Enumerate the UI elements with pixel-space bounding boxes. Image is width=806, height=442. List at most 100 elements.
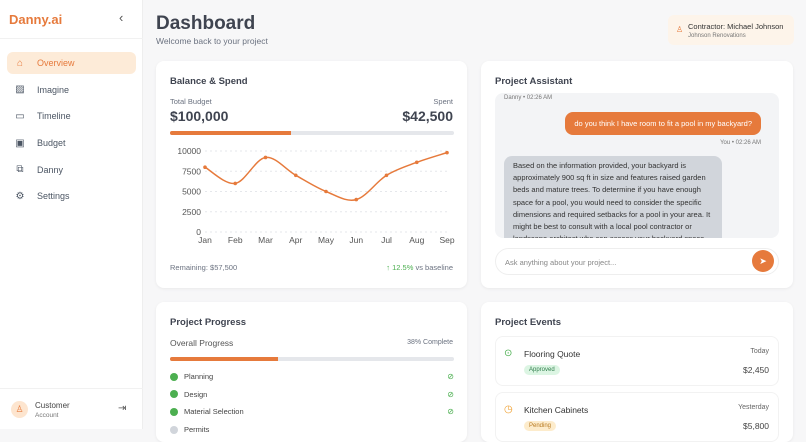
y-tick-label: 0 — [196, 227, 201, 237]
check-circle-icon: ⊘ — [447, 389, 454, 399]
divider — [0, 38, 143, 39]
check-circle-icon: ⊘ — [447, 407, 454, 417]
sidebar-item-danny[interactable]: ⧉ Danny — [7, 159, 136, 181]
sidebar-item-label: Budget — [37, 138, 66, 149]
sidebar-nav: ⌂ Overview ▨ Imagine ▭ Timeline ▣ Budget ⧉ Danny ⚙… — [7, 52, 136, 212]
progress-bar-fill — [170, 357, 278, 361]
spend-bar — [170, 131, 454, 135]
budget-value: $100,000 — [170, 108, 229, 124]
sidebar-item-settings[interactable]: ⚙ Settings — [7, 185, 136, 207]
page-title: Dashboard — [156, 13, 256, 34]
send-icon: ➤ — [759, 255, 767, 266]
assistant-message: Based on the information provided, your … — [504, 156, 722, 238]
chat-input[interactable]: Ask anything about your project... — [495, 248, 779, 275]
data-point[interactable] — [203, 165, 207, 169]
home-icon: ⌂ — [16, 57, 24, 69]
change-suffix: vs baseline — [415, 263, 453, 272]
progress-label: Overall Progress — [170, 338, 234, 348]
card-title: Balance & Spend — [170, 76, 248, 87]
data-point[interactable] — [324, 189, 328, 194]
stage-item: Permits — [170, 425, 454, 434]
avatar[interactable]: ♙ — [11, 401, 28, 418]
x-tick-label: Apr — [289, 235, 302, 245]
account-name: Customer — [35, 401, 70, 410]
progress-card: Project Progress Overall Progress 38% Co… — [156, 302, 467, 442]
wallet-icon: ▣ — [15, 137, 25, 149]
stage-name: Design — [184, 389, 208, 399]
x-tick-label: Sep — [439, 235, 454, 245]
account-role: Account — [35, 412, 59, 419]
event-amount: $5,800 — [743, 421, 769, 431]
user-message: do you think I have room to fit a pool i… — [565, 112, 761, 135]
x-tick-label: Mar — [258, 235, 273, 245]
calendar-icon: ▭ — [15, 110, 25, 122]
sidebar-item-imagine[interactable]: ▨ Imagine — [7, 79, 136, 101]
data-point[interactable] — [233, 181, 238, 186]
message-timestamp: Danny • 02:26 AM — [504, 95, 553, 101]
sidebar-item-label: Overview — [37, 58, 75, 68]
spent-label: Spent — [433, 97, 453, 106]
stage-status-dot — [170, 425, 178, 434]
events-card: Project Events ⊙ Flooring Quote Today Ap… — [481, 302, 793, 442]
progress-percent: 38% Complete — [407, 339, 453, 346]
stage-item: Material Selection ⊘ — [170, 407, 454, 416]
arrow-up-icon: ↑ — [386, 263, 393, 272]
sidebar: Danny.ai ‹ ⌂ Overview ▨ Imagine ▭ Timeline ▣ Bu… — [0, 0, 143, 429]
x-tick-label: Aug — [409, 235, 424, 245]
collapse-sidebar-icon[interactable]: ‹ — [119, 10, 124, 25]
x-tick-label: May — [318, 235, 335, 245]
check-circle-icon: ⊙ — [504, 348, 513, 359]
data-point[interactable] — [445, 150, 449, 155]
budget-label: Total Budget — [170, 97, 212, 106]
x-tick-label: Jun — [349, 235, 363, 245]
brand-logo: Danny.ai — [9, 12, 63, 27]
data-point[interactable] — [414, 160, 419, 165]
stage-item: Design ⊘ — [170, 390, 454, 399]
progress-bar — [170, 357, 454, 361]
spend-chart: 0 2500 5000 7500 10000 Jan Feb Mar Apr May Jun Jul A… — [177, 146, 454, 245]
contractor-badge[interactable]: ♙ Contractor: Michael Johnson Johnson Re… — [668, 15, 794, 45]
chat-history[interactable]: Danny • 02:26 AM do you think I have roo… — [495, 93, 779, 238]
stage-status-dot — [170, 372, 178, 381]
sidebar-item-label: Imagine — [37, 84, 70, 95]
balance-card: Balance & Spend Total Budget $100,000 Sp… — [156, 61, 467, 288]
event-name: Flooring Quote — [524, 349, 581, 359]
change-value: 12.5% — [392, 263, 414, 272]
event-item[interactable]: ⊙ Flooring Quote Today Approved $2,450 — [495, 336, 779, 386]
check-circle-icon: ⊘ — [447, 372, 454, 381]
spend-bar-fill — [170, 131, 291, 135]
y-tick-label: 5000 — [182, 187, 201, 197]
data-point[interactable] — [293, 173, 298, 178]
message-timestamp: You • 02:26 AM — [720, 140, 761, 146]
sidebar-item-budget[interactable]: ▣ Budget — [7, 132, 136, 154]
x-tick-label: Jan — [198, 235, 212, 245]
x-tick-label: Jul — [381, 235, 392, 245]
card-title: Project Assistant — [495, 76, 573, 87]
stage-status-dot — [170, 390, 178, 399]
sidebar-item-label: Settings — [37, 191, 70, 202]
status-badge: Approved — [524, 365, 560, 375]
stage-name: Material Selection — [184, 407, 244, 417]
event-item[interactable]: ◷ Kitchen Cabinets Yesterday Pending $5,… — [495, 392, 779, 442]
contractor-company: Johnson Renovations — [688, 33, 746, 39]
remaining-text: Remaining: $57,500 — [170, 263, 238, 272]
sidebar-item-timeline[interactable]: ▭ Timeline — [7, 105, 136, 127]
event-name: Kitchen Cabinets — [524, 405, 589, 415]
x-tick-label: Feb — [228, 235, 243, 245]
data-point[interactable] — [263, 155, 268, 160]
clock-icon: ◷ — [504, 404, 513, 415]
contractor-name: Contractor: Michael Johnson — [688, 22, 784, 31]
data-point[interactable] — [354, 197, 359, 202]
stage-name: Permits — [184, 425, 210, 435]
y-tick-label: 10000 — [177, 146, 201, 156]
logout-icon[interactable]: ⇥ — [118, 403, 127, 414]
event-amount: $2,450 — [743, 365, 769, 375]
image-icon: ▨ — [15, 84, 25, 96]
event-date: Yesterday — [738, 404, 769, 411]
event-date: Today — [750, 348, 769, 355]
data-point[interactable] — [384, 173, 389, 178]
sidebar-item-overview[interactable]: ⌂ Overview — [7, 52, 136, 74]
gear-icon: ⚙ — [15, 190, 25, 202]
send-button[interactable]: ➤ — [752, 250, 774, 272]
divider — [0, 388, 143, 389]
